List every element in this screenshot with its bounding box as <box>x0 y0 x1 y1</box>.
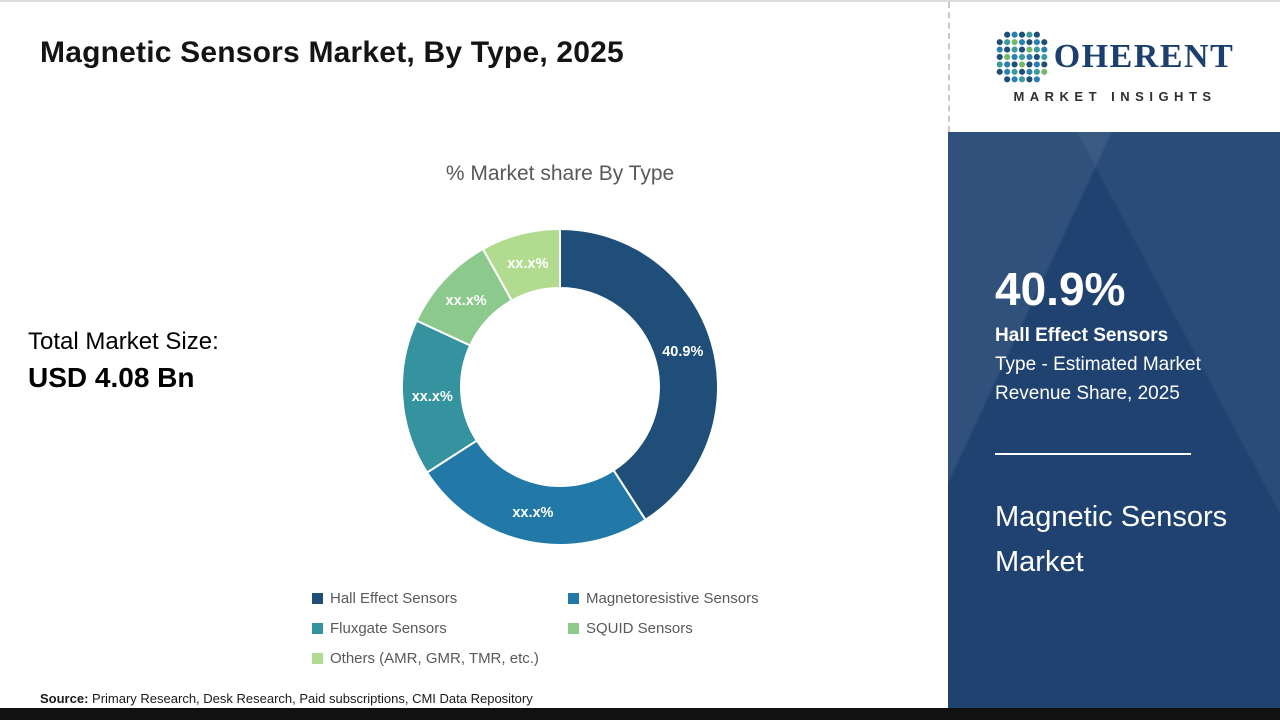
donut-chart: 40.9% xx.x% xx.x% xx.x% xx.x% <box>390 217 730 557</box>
logo-mosaic-dot <box>1040 68 1048 75</box>
logo-mosaic-dot <box>996 60 1003 67</box>
logo-mosaic-dot <box>996 53 1003 60</box>
logo-mosaic-dot <box>1018 68 1025 75</box>
logo-mosaic-dot <box>996 46 1003 53</box>
main-chart-area: Magnetic Sensors Market, By Type, 2025 %… <box>0 2 948 720</box>
page-title: Magnetic Sensors Market, By Type, 2025 <box>40 36 624 69</box>
slice-label-magnetoresistive-sensors: xx.x% <box>512 505 553 521</box>
legend-label: Fluxgate Sensors <box>330 620 447 637</box>
brand-subtitle: MARKET INSIGHTS <box>1013 88 1217 104</box>
slice-label-squid-sensors: xx.x% <box>446 293 487 309</box>
highlight-stat-bold: Hall Effect Sensors <box>995 325 1169 346</box>
logo-mosaic-dot <box>1018 53 1025 60</box>
logo-mosaic-dot <box>1040 46 1048 53</box>
logo-mosaic-dot <box>1018 38 1025 45</box>
logo-mosaic-dot <box>1003 53 1010 60</box>
logo-mosaic-dot <box>1033 68 1040 75</box>
logo-mosaic-dot <box>1011 75 1018 82</box>
total-market-size-label: Total Market Size: <box>28 328 219 355</box>
logo-mosaic-dot <box>1026 68 1033 75</box>
logo-mosaic-dot <box>1033 75 1040 82</box>
logo-mosaic-dot <box>1003 31 1010 38</box>
logo-mosaic-dot <box>1026 60 1033 67</box>
logo-mosaic-dot <box>1018 31 1025 38</box>
brand-logo-area: OHERENT MARKET INSIGHTS <box>948 2 1280 132</box>
slice-label-others-amr-gmr-tmr-etc: xx.x% <box>507 256 548 272</box>
legend-swatch-icon <box>312 593 323 604</box>
legend-label: Magnetoresistive Sensors <box>586 590 759 607</box>
logo-mosaic-dot <box>1040 38 1048 45</box>
logo-mosaic-dot <box>1033 53 1040 60</box>
logo-mosaic-dot <box>1003 68 1010 75</box>
logo-mosaic-dot <box>1003 60 1010 67</box>
legend-swatch-icon <box>568 623 579 634</box>
right-panel: OHERENT MARKET INSIGHTS 40.9% Hall Effec… <box>948 2 1280 720</box>
legend-item: Fluxgate Sensors <box>312 620 568 637</box>
legend-swatch-icon <box>312 623 323 634</box>
logo-mosaic-dot <box>1011 68 1018 75</box>
legend-item: SQUID Sensors <box>568 620 759 637</box>
legend-label: SQUID Sensors <box>586 620 693 637</box>
coherent-logo-mosaic-c-icon <box>996 31 1048 82</box>
logo-mosaic-dot <box>1011 46 1018 53</box>
source-label: Source: <box>40 691 89 706</box>
legend-swatch-icon <box>312 653 323 664</box>
source-line: Source: Primary Research, Desk Research,… <box>40 691 533 706</box>
legend-swatch-icon <box>568 593 579 604</box>
highlight-panel: 40.9% Hall Effect Sensors Type - Estimat… <box>948 132 1280 710</box>
panel-report-title: Magnetic Sensors Market <box>995 500 1228 578</box>
logo-mosaic-dot <box>1003 75 1010 82</box>
total-market-size-block: Total Market Size: USD 4.08 Bn <box>28 328 219 394</box>
bottom-bar <box>0 708 1280 720</box>
logo-mosaic-dot <box>1026 31 1033 38</box>
chart-legend: Hall Effect Sensors Magnetoresistive Sens… <box>312 590 759 667</box>
logo-mosaic-dot <box>1040 53 1048 60</box>
brand-logo: OHERENT <box>996 31 1235 83</box>
logo-mosaic-dot <box>1026 38 1033 45</box>
highlight-stat-rest: Type - Estimated Market Revenue Share, 2… <box>995 353 1201 404</box>
legend-label: Hall Effect Sensors <box>330 590 458 607</box>
logo-mosaic-dot <box>1026 46 1033 53</box>
highlight-stat-description: Hall Effect Sensors Type - Estimated Mar… <box>995 322 1213 409</box>
highlight-stat-value: 40.9% <box>995 263 1126 315</box>
logo-mosaic-dot <box>1011 53 1018 60</box>
donut-slice-hall-effect-sensors <box>559 227 719 522</box>
logo-mosaic-dot <box>1026 75 1033 82</box>
panel-divider <box>995 452 1191 455</box>
logo-mosaic-dot <box>1003 46 1010 53</box>
logo-mosaic-dot <box>996 38 1003 45</box>
logo-mosaic-dot <box>1026 53 1033 60</box>
logo-mosaic-dot <box>1011 38 1018 45</box>
chart-title: % Market share By Type <box>445 162 675 185</box>
donut-slice-magnetoresistive-sensors <box>425 439 647 546</box>
logo-mosaic-dot <box>1033 60 1040 67</box>
legend-item: Magnetoresistive Sensors <box>568 590 759 607</box>
logo-mosaic-dot <box>1033 38 1040 45</box>
logo-mosaic-dot <box>1018 46 1025 53</box>
source-text: Primary Research, Desk Research, Paid su… <box>88 691 533 706</box>
logo-mosaic-dot <box>1018 75 1025 82</box>
logo-mosaic-dot <box>1033 31 1040 38</box>
slice-label-fluxgate-sensors: xx.x% <box>412 389 453 405</box>
total-market-size-value: USD 4.08 Bn <box>28 362 195 393</box>
legend-item: Others (AMR, GMR, TMR, etc.) <box>312 650 568 667</box>
logo-mosaic-dot <box>996 68 1003 75</box>
donut-chart-svg: 40.9% xx.x% xx.x% xx.x% xx.x% <box>401 227 719 546</box>
logo-mosaic-dot <box>1033 46 1040 53</box>
logo-mosaic-dot <box>1040 60 1048 67</box>
logo-mosaic-dot <box>1011 60 1018 67</box>
slice-label-hall-effect-sensors: 40.9% <box>662 344 703 360</box>
legend-item: Hall Effect Sensors <box>312 590 568 607</box>
brand-name: OHERENT <box>1053 37 1235 75</box>
legend-label: Others (AMR, GMR, TMR, etc.) <box>330 650 539 667</box>
logo-mosaic-dot <box>1003 38 1010 45</box>
logo-mosaic-dot <box>1011 31 1018 38</box>
donut-slice-others-amr-gmr-tmr-etc <box>481 227 561 302</box>
logo-mosaic-dot <box>1018 60 1025 67</box>
